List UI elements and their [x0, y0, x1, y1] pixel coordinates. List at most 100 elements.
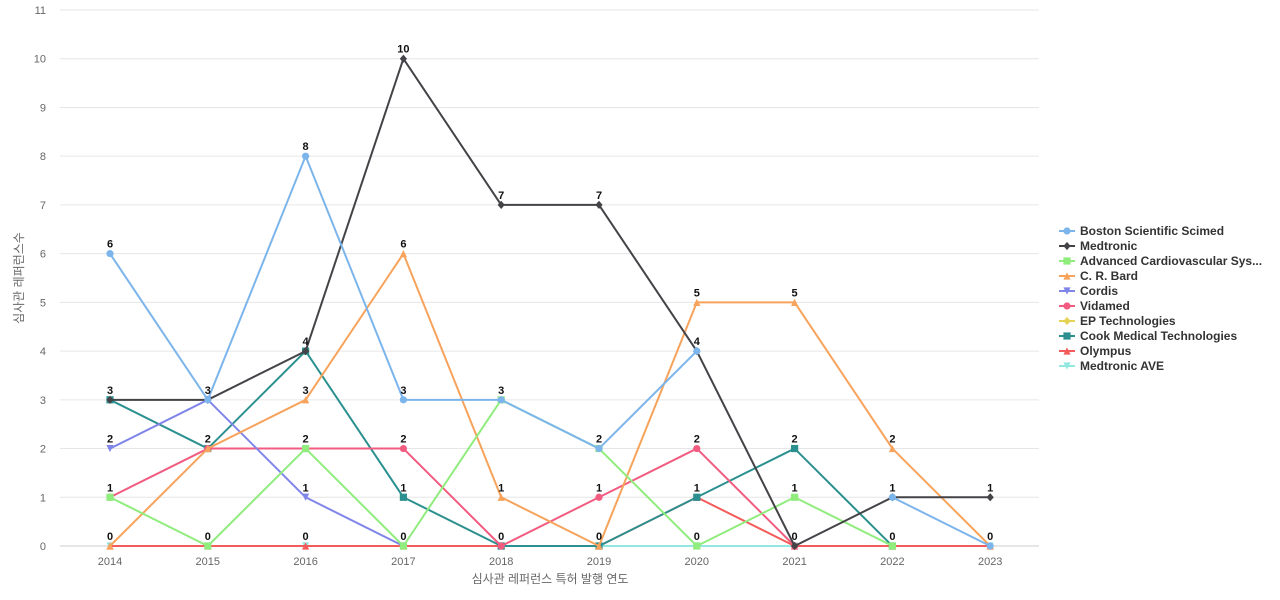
data-label: 2: [694, 434, 700, 446]
legend-marker: [1063, 347, 1071, 355]
data-label: 8: [303, 141, 309, 153]
x-tick-label: 2022: [880, 556, 904, 568]
legend-label: EP Technologies: [1080, 314, 1176, 328]
data-label: 3: [107, 385, 113, 397]
legend-label: Olympus: [1080, 344, 1132, 358]
data-label: 3: [205, 385, 211, 397]
legend-item: Olympus: [1059, 344, 1132, 358]
data-label: 1: [107, 482, 113, 494]
legend-marker: [1063, 241, 1071, 251]
y-axis-ticks: 0 1 2 3 4 5 6 7 8 9 10 11: [34, 5, 46, 553]
data-label: 1: [987, 482, 993, 494]
data-label: 1: [596, 482, 602, 494]
x-tick-label: 2021: [782, 556, 806, 568]
data-point: [302, 346, 310, 356]
x-tick-label: 2020: [685, 556, 709, 568]
data-label: 0: [205, 531, 211, 543]
series-line: [109, 252, 991, 547]
data-point: [302, 493, 310, 501]
data-label: 2: [205, 434, 211, 446]
data-labels: 6321032084321010632107310721054210521021…: [107, 44, 993, 543]
y-tick-label: 5: [40, 297, 46, 309]
legend-marker: [1063, 332, 1071, 340]
data-label: 0: [889, 531, 895, 543]
data-label: 2: [303, 434, 309, 446]
series-cordis: [106, 396, 407, 550]
data-label: 7: [498, 190, 504, 202]
data-label: 4: [694, 336, 701, 348]
data-label: 0: [987, 531, 993, 543]
data-label: 2: [889, 434, 895, 446]
data-point: [204, 444, 212, 453]
legend-marker: [1063, 302, 1071, 310]
data-point: [791, 298, 799, 306]
legend-item: Boston Scientific Scimed: [1059, 224, 1224, 238]
y-tick-label: 9: [40, 102, 46, 114]
x-tick-label: 2016: [293, 556, 317, 568]
legend-item: EP Technologies: [1059, 314, 1176, 328]
legend-label: Medtronic: [1080, 239, 1138, 253]
data-label: 1: [889, 482, 895, 494]
data-point: [986, 493, 994, 502]
data-point: [302, 152, 310, 160]
data-label: 6: [107, 239, 113, 251]
legend-item: Medtronic AVE: [1059, 359, 1164, 373]
legend-marker: [1063, 227, 1071, 235]
data-point: [106, 444, 114, 453]
data-point: [106, 542, 114, 550]
y-tick-label: 2: [40, 444, 46, 456]
y-tick-label: 4: [40, 346, 46, 358]
data-label: 5: [792, 287, 798, 299]
data-label: 1: [498, 482, 504, 494]
data-point: [791, 541, 799, 551]
data-point: [497, 396, 505, 404]
data-label: 1: [792, 482, 798, 494]
y-tick-label: 7: [40, 200, 46, 212]
legend-item: Advanced Cardiovascular Sys...: [1059, 254, 1262, 268]
data-point: [595, 542, 603, 550]
y-tick-label: 11: [35, 5, 46, 17]
legend-marker: [1063, 272, 1071, 280]
legend-marker: [1063, 257, 1071, 265]
y-tick-label: 0: [40, 541, 46, 553]
data-label: 2: [792, 434, 798, 446]
data-label: 1: [694, 482, 700, 494]
x-tick-label: 2015: [196, 556, 220, 568]
data-point: [986, 542, 994, 550]
data-point: [791, 444, 799, 453]
x-tick-label: 2018: [489, 556, 513, 568]
data-label: 3: [303, 385, 309, 397]
legend-label: Vidamed: [1080, 299, 1130, 313]
legend-marker: [1063, 287, 1071, 295]
data-point: [693, 542, 701, 550]
data-point: [302, 542, 310, 550]
legend: Boston Scientific ScimedMedtronicAdvance…: [1059, 224, 1262, 373]
legend-marker: [1063, 316, 1071, 326]
legend-item: Cook Medical Technologies: [1059, 329, 1237, 343]
data-point: [399, 542, 407, 550]
legend-label: Medtronic AVE: [1080, 359, 1164, 373]
y-tick-label: 6: [40, 249, 46, 261]
data-point: [888, 493, 897, 501]
series-line: [109, 447, 796, 547]
data-point: [693, 298, 701, 306]
data-point: [791, 493, 799, 501]
data-label: 1: [303, 482, 309, 494]
series-c-r-bard: [106, 250, 994, 550]
x-tick-label: 2017: [391, 556, 415, 568]
data-label: 0: [400, 531, 406, 543]
data-point: [302, 444, 310, 453]
series-line: [109, 398, 404, 547]
data-point: [106, 395, 114, 404]
legend-label: Advanced Cardiovascular Sys...: [1080, 254, 1262, 268]
data-label: 3: [400, 385, 406, 397]
legend-item: C. R. Bard: [1059, 269, 1138, 283]
legend-item: Medtronic: [1059, 239, 1138, 253]
series-lines: [106, 54, 994, 551]
series-boston-scientific-scimed: [106, 152, 994, 550]
y-tick-label: 10: [34, 54, 46, 66]
data-point: [595, 444, 603, 453]
y-tick-label: 1: [40, 492, 46, 504]
series-line: [110, 57, 991, 547]
data-point: [106, 493, 114, 501]
